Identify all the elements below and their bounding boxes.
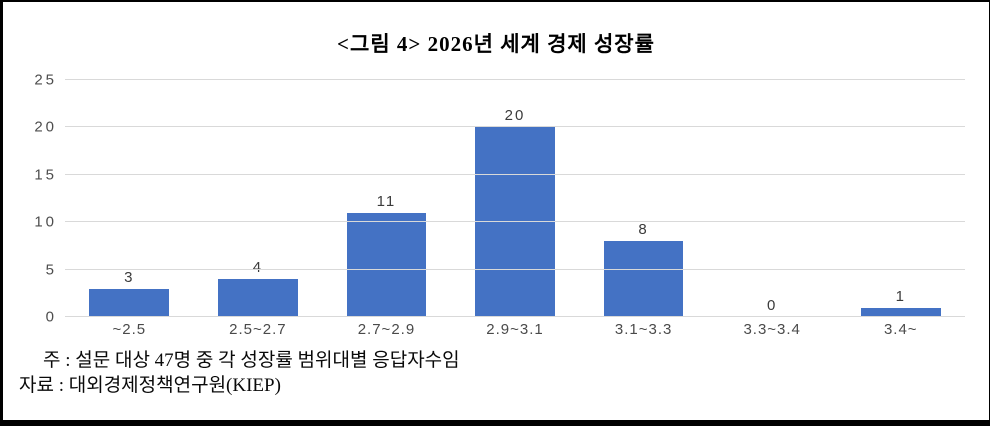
x-tick-label: 2.9~3.1 <box>486 321 544 338</box>
chart-notes: 주 : 설문 대상 47명 중 각 성장률 범위대별 응답자수임 자료 : 대외… <box>19 348 460 398</box>
x-tick-label: 2.7~2.9 <box>357 321 416 338</box>
y-axis: 0 5 10 15 20 25 <box>9 72 57 326</box>
x-tick-label: 3.1~3.3 <box>614 321 673 338</box>
bar-slot: 20 <box>451 80 580 317</box>
bar-value-label: 3 <box>124 268 135 286</box>
note-survey: 주 : 설문 대상 47명 중 각 성장률 범위대별 응답자수임 <box>43 350 460 371</box>
x-tick-label: 2.5~2.7 <box>229 321 287 338</box>
bar-slot: 8 <box>579 80 708 317</box>
x-tick-label: 3.4~ <box>883 321 918 338</box>
bar <box>603 241 684 317</box>
bar-value-label: 20 <box>504 107 526 125</box>
bars: 3 4 11 20 8 0 1 <box>65 80 965 317</box>
bar <box>218 279 298 317</box>
plot-area: 3 4 11 20 8 0 1 <box>65 79 965 317</box>
y-tick-label: 0 <box>45 308 57 326</box>
bar-slot: 0 <box>708 80 837 317</box>
gridline <box>65 173 965 175</box>
bar <box>475 127 555 317</box>
x-tick-label: ~2.5 <box>112 321 147 338</box>
y-tick-label: 15 <box>34 166 57 184</box>
note-source: 자료 : 대외경제정책연구원(KIEP) <box>19 375 281 396</box>
x-axis-labels: ~2.5 2.5~2.7 2.7~2.9 2.9~3.1 3.1~3.3 3.3~3.4 3… <box>65 321 965 338</box>
bar-slot: 4 <box>194 80 323 317</box>
chart-title: <그림 4> 2026년 세계 경제 성장률 <box>337 32 655 56</box>
bar-value-label: 4 <box>252 259 264 277</box>
bar-value-label: 11 <box>376 192 397 210</box>
bar <box>860 307 941 317</box>
y-tick-label: 10 <box>34 213 57 231</box>
x-tick-label: 3.3~3.4 <box>743 321 801 338</box>
bar-value-label: 1 <box>895 287 906 305</box>
gridline <box>65 221 965 223</box>
bar-slot: 3 <box>65 80 194 317</box>
bar-slot: 1 <box>836 80 965 317</box>
bar-slot: 11 <box>322 80 451 317</box>
y-tick-label: 5 <box>45 261 57 279</box>
bar <box>89 288 170 317</box>
gridline <box>65 126 965 128</box>
gridline <box>65 316 965 317</box>
bar <box>346 212 427 317</box>
bar-value-label: 8 <box>638 221 649 239</box>
bar-value-label: 0 <box>767 297 778 314</box>
y-tick-label: 25 <box>34 71 57 89</box>
gridline <box>65 79 965 80</box>
gridline <box>65 268 965 270</box>
y-tick-label: 20 <box>34 118 57 136</box>
